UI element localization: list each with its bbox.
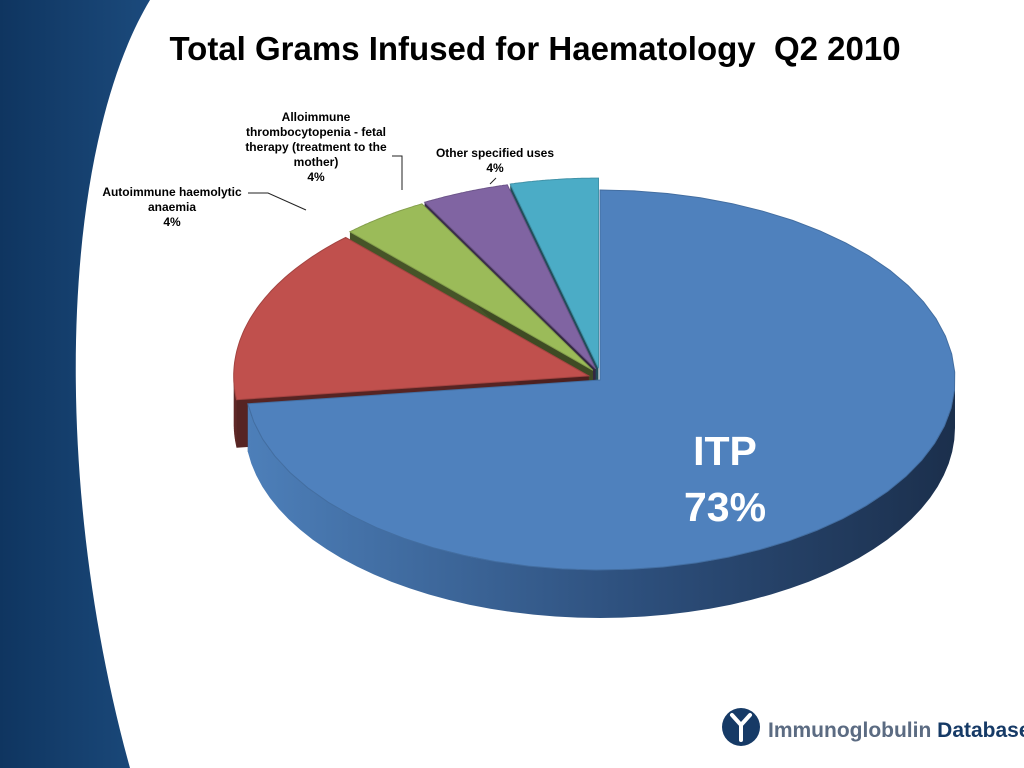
- label-other-value: 4%: [486, 161, 504, 175]
- immunoglobulin-database-logo: Immunoglobulin Database: [720, 706, 1024, 746]
- leader-line-autoimmune: [248, 192, 307, 211]
- side-band: [0, 0, 150, 768]
- slice-unspecified-top: [233, 236, 591, 401]
- label-autoimmune-value: 4%: [163, 215, 181, 229]
- slice-itp-side: [247, 380, 956, 618]
- antibody-logo-icon: [722, 708, 760, 746]
- slice-unspecified-side: [233, 375, 237, 448]
- label-itp-name: ITP: [693, 428, 757, 474]
- leader-line-alloimmune: [392, 155, 403, 190]
- leader-line-other: [489, 177, 497, 185]
- label-other-name: Other specified uses: [435, 146, 555, 160]
- label-unspecified-name: Unspecified use: [156, 293, 249, 307]
- pie-chart: [233, 177, 956, 618]
- slice-itp-top: [247, 189, 956, 571]
- label-alloimmune-name: Alloimmune thrombocytopenia - fetal ther…: [245, 110, 387, 169]
- chart-title: Total Grams Infused for Haematology Q2 2…: [169, 30, 901, 67]
- logo-text: Immunoglobulin Database: [768, 719, 1024, 743]
- label-other: Other specified uses 4%: [425, 146, 565, 176]
- slice-alloimmune-top: [423, 184, 597, 370]
- label-unspecified: Unspecified use 15%: [140, 293, 265, 323]
- label-itp-value: 73%: [683, 484, 767, 530]
- label-autoimmune-name: Autoimmune haemolytic anaemia: [102, 185, 242, 214]
- label-alloimmune: Alloimmune thrombocytopenia - fetal ther…: [236, 110, 396, 185]
- label-unspecified-value: 15%: [190, 308, 215, 322]
- slice-autoimmune-top: [348, 203, 594, 371]
- slice-other-top: [509, 177, 599, 369]
- label-alloimmune-value: 4%: [307, 170, 325, 184]
- label-itp: ITP 73%: [640, 423, 810, 535]
- leader-lines: [248, 155, 497, 211]
- logo-brand: Immunoglobulin: [768, 719, 932, 742]
- label-autoimmune: Autoimmune haemolytic anaemia 4%: [92, 185, 252, 230]
- logo-suffix: Database: [937, 719, 1024, 742]
